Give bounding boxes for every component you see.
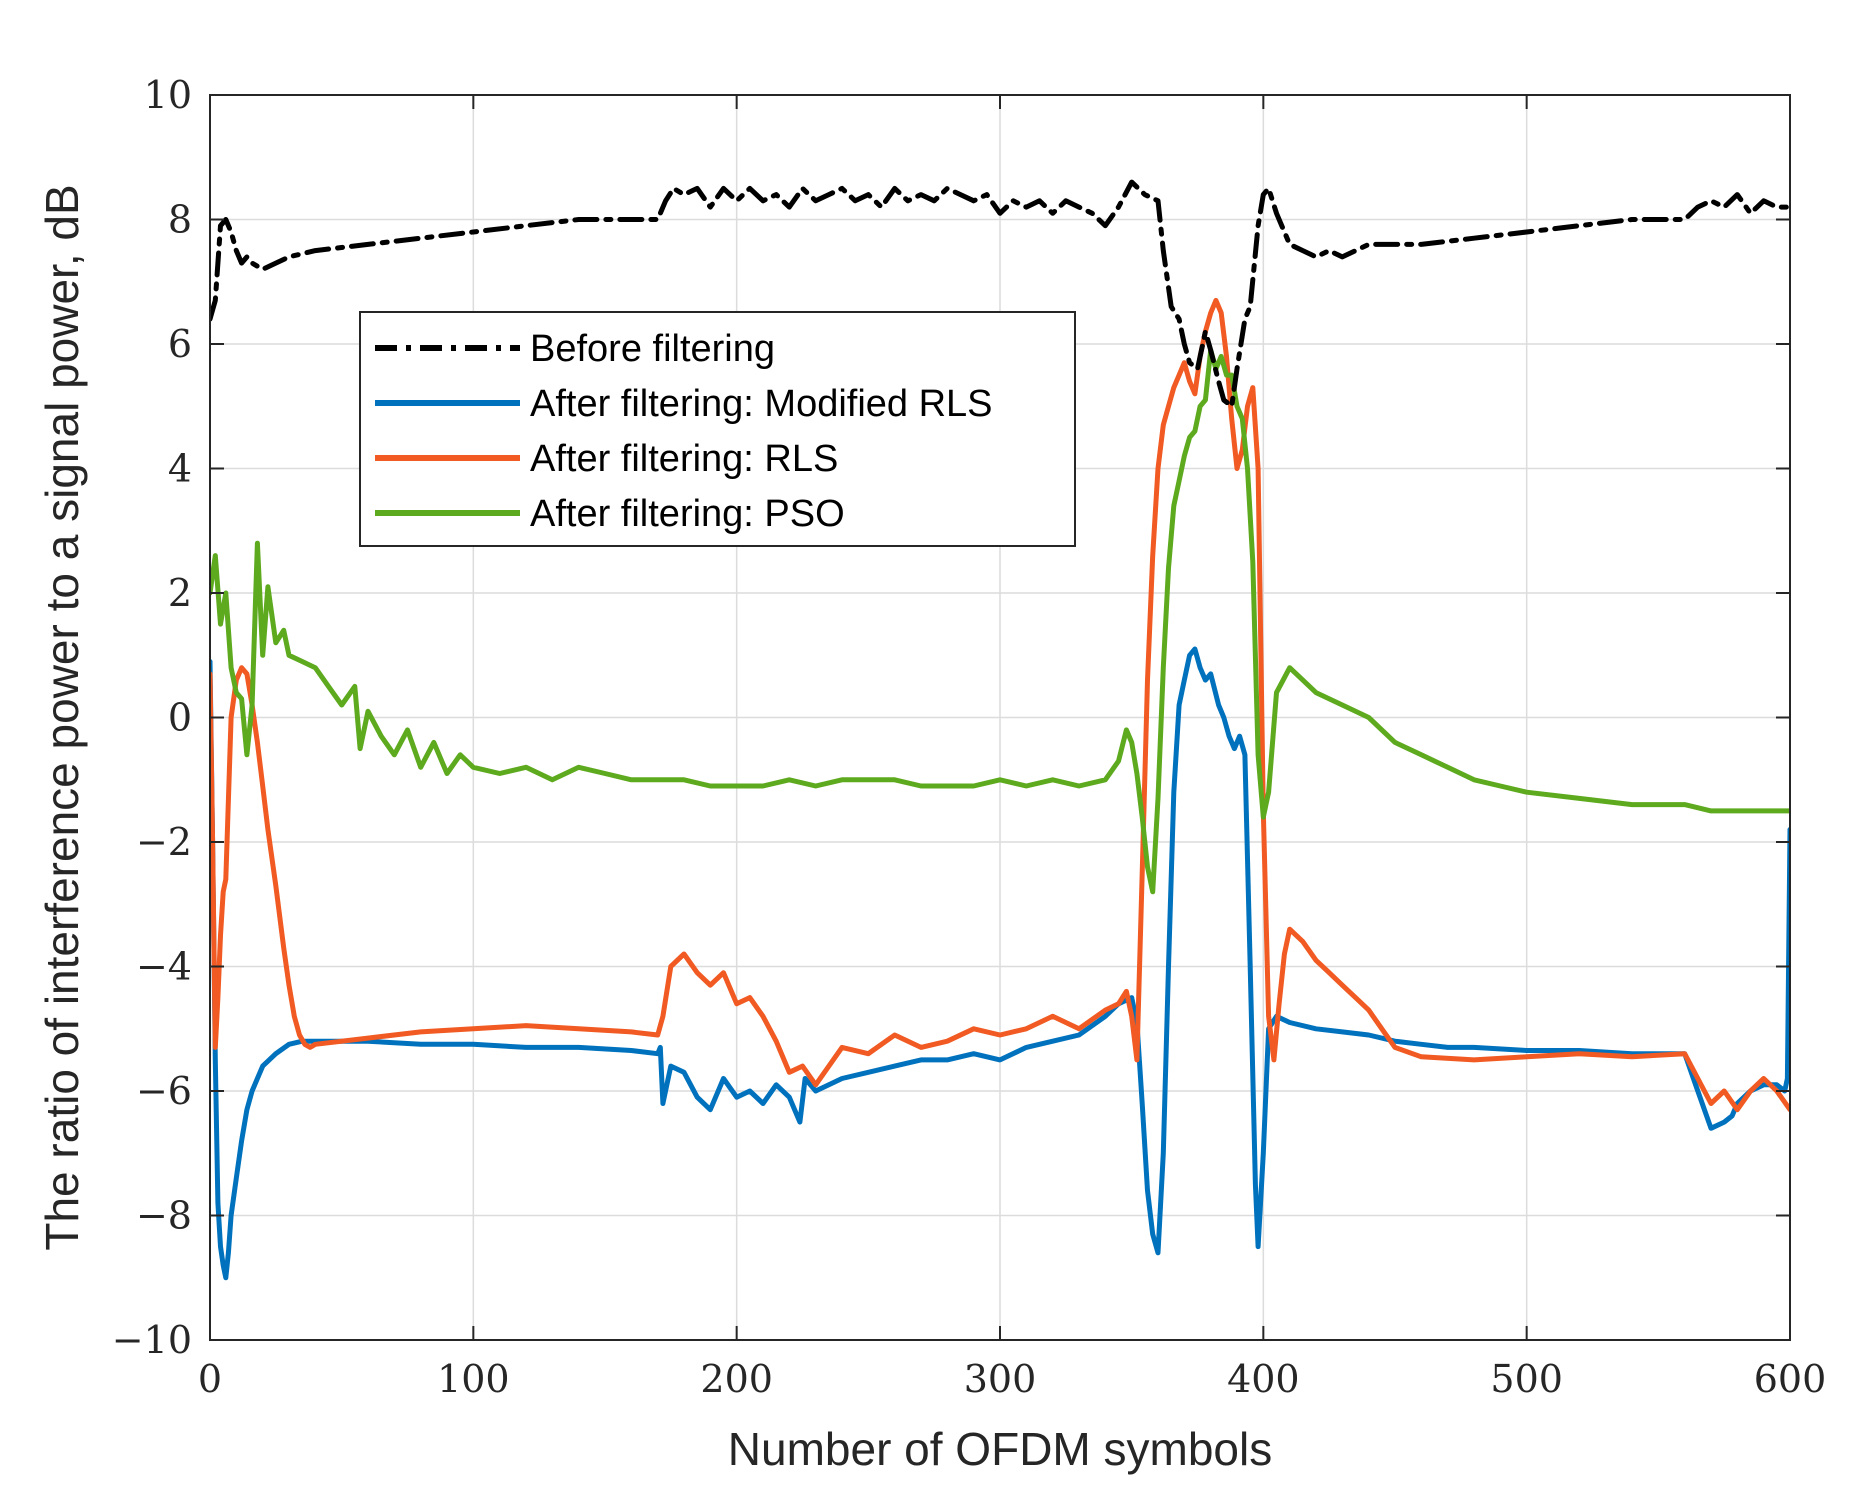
x-tick-label: 300	[964, 1357, 1037, 1401]
y-tick-label: 10	[144, 73, 192, 117]
y-tick-label: 6	[168, 322, 192, 366]
y-tick-label: 8	[168, 198, 192, 242]
ticks	[209, 94, 1791, 1341]
y-tick-label: −6	[136, 1069, 192, 1113]
legend-label: Before filtering	[530, 328, 775, 370]
x-tick-label: 200	[700, 1357, 773, 1401]
y-tick-label: 2	[168, 571, 192, 615]
x-tick-label: 600	[1754, 1357, 1827, 1401]
series-layer	[210, 179, 1790, 1281]
y-tick-label: −4	[136, 945, 192, 989]
x-tick-label: 500	[1490, 1357, 1563, 1401]
y-tick-label: 0	[168, 696, 192, 740]
legend-label: After filtering: PSO	[530, 493, 845, 535]
x-axis-title: Number of OFDM symbols	[728, 1423, 1272, 1475]
y-tick-label: −2	[136, 820, 192, 864]
legend: Before filtering After filtering: Modifie…	[359, 311, 1076, 547]
series-line-1	[210, 179, 1790, 409]
series-line-4	[210, 347, 1790, 895]
legend-label: After filtering: RLS	[530, 438, 838, 480]
x-tick-label: 400	[1227, 1357, 1300, 1401]
series-line-3	[210, 297, 1790, 1113]
tick-labels: 0 100 200 300 400 500 600 −10 −8 −6 −4 −2 0 2 4 6 8 10	[112, 73, 1826, 1401]
y-tick-label: 4	[168, 447, 192, 491]
y-tick-label: −10	[112, 1318, 192, 1362]
x-tick-label: 0	[198, 1357, 222, 1401]
plot-area	[210, 179, 1790, 1281]
legend-label: After filtering: Modified RLS	[530, 383, 993, 425]
y-tick-label: −8	[136, 1194, 192, 1238]
x-tick-label: 100	[437, 1357, 510, 1401]
y-axis-title: The ratio of interference power to a sig…	[36, 184, 88, 1250]
